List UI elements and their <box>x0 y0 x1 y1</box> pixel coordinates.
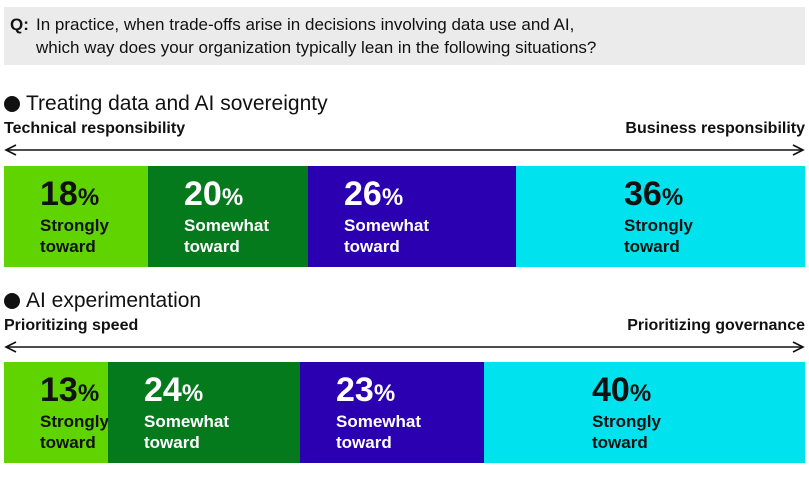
segment-category-line-2: toward <box>344 237 400 256</box>
segment-category-line-2: toward <box>40 237 96 256</box>
question-row-2: which way does your organization typical… <box>10 36 795 59</box>
percent-symbol: % <box>381 184 404 211</box>
segment-category-line-1: Strongly <box>624 216 693 235</box>
segment-value-label: 20% <box>184 177 243 215</box>
stacked-bar: 13% Strongly toward 24% Somewhat toward 23% Som… <box>4 362 805 463</box>
left-end-label: Technical responsibility <box>4 120 186 137</box>
segment-category-line-2: toward <box>40 433 96 452</box>
chart-title: AI experimentation <box>4 289 805 313</box>
percent-symbol: % <box>181 380 204 407</box>
percent-symbol: % <box>661 184 684 211</box>
segment-category-label: Strongly toward <box>624 215 734 257</box>
segment-category-line-1: Somewhat <box>144 412 230 431</box>
segment-value: 20 <box>184 175 222 213</box>
question-indent <box>10 36 36 59</box>
segment-category-line-1: Strongly <box>40 412 109 431</box>
segment-category-line-1: Somewhat <box>336 412 422 431</box>
bullet-icon <box>4 293 20 309</box>
double-arrow-icon <box>4 144 805 156</box>
segment-category-label: Somewhat toward <box>184 215 294 257</box>
segment-category-line-1: Strongly <box>40 216 109 235</box>
right-end-label: Prioritizing governance <box>627 317 805 334</box>
segment-value-label: 18% <box>40 177 99 215</box>
segment-category-label: Strongly toward <box>592 411 702 453</box>
segment-value-label: 36% <box>624 177 683 215</box>
segment-category-label: Somewhat toward <box>336 411 446 453</box>
percent-symbol: % <box>373 380 396 407</box>
segment-somewhat-right: 26% Somewhat toward <box>308 166 516 267</box>
segment-value-label: 26% <box>344 177 403 215</box>
segment-category-label: Somewhat toward <box>144 411 254 453</box>
segment-somewhat-right: 23% Somewhat toward <box>300 362 484 463</box>
question-row-1: Q: In practice, when trade-offs arise in… <box>10 13 795 36</box>
chart-section-experimentation: AI experimentation Prioritizing speed Pr… <box>4 289 805 353</box>
chart-title: Treating data and AI sovereignty <box>4 92 805 116</box>
segment-category-line-2: toward <box>184 237 240 256</box>
segment-category-label: Somewhat toward <box>344 215 454 257</box>
segment-value-label: 40% <box>592 373 651 411</box>
percent-symbol: % <box>629 380 652 407</box>
segment-value: 18 <box>40 175 78 213</box>
segment-somewhat-left: 24% Somewhat toward <box>108 362 300 463</box>
segment-value-label: 13% <box>40 373 99 411</box>
segment-category-line-2: toward <box>592 433 648 452</box>
scale-ends: Technical responsibility Business respon… <box>4 117 805 141</box>
percent-symbol: % <box>77 184 100 211</box>
segment-value: 23 <box>336 371 374 409</box>
question-label: Q: <box>10 15 29 34</box>
segment-category-label: Strongly toward <box>40 215 150 257</box>
segment-value: 36 <box>624 175 662 213</box>
segment-value: 40 <box>592 371 630 409</box>
question-text-line-1: In practice, when trade-offs arise in de… <box>36 15 575 34</box>
left-end-label: Prioritizing speed <box>4 317 139 334</box>
segment-category-line-2: toward <box>144 433 200 452</box>
segment-strongly-left: 13% Strongly toward <box>4 362 109 463</box>
percent-symbol: % <box>221 184 244 211</box>
segment-category-line-1: Somewhat <box>184 216 270 235</box>
segment-value-label: 24% <box>144 373 203 411</box>
segment-category-line-1: Strongly <box>592 412 661 431</box>
chart-title-text: AI experimentation <box>26 289 202 312</box>
percent-symbol: % <box>77 380 100 407</box>
segment-value: 13 <box>40 371 78 409</box>
chart-title-text: Treating data and AI sovereignty <box>26 92 328 115</box>
question-box: Q: In practice, when trade-offs arise in… <box>4 7 805 65</box>
segment-somewhat-left: 20% Somewhat toward <box>148 166 308 267</box>
bullet-icon <box>4 96 20 112</box>
segment-value: 24 <box>144 371 182 409</box>
segment-category-line-2: toward <box>624 237 680 256</box>
segment-category-line-1: Somewhat <box>344 216 430 235</box>
scale-ends: Prioritizing speed Prioritizing governan… <box>4 314 805 338</box>
segment-strongly-right: 40% Strongly toward <box>484 362 805 463</box>
right-end-label: Business responsibility <box>625 120 805 137</box>
stacked-bar: 18% Strongly toward 20% Somewhat toward 26% Som… <box>4 166 805 267</box>
question-text-line-2: which way does your organization typical… <box>36 38 597 57</box>
segment-strongly-left: 18% Strongly toward <box>4 166 148 267</box>
double-arrow-icon <box>4 341 805 353</box>
segment-strongly-right: 36% Strongly toward <box>516 166 805 267</box>
segment-value: 26 <box>344 175 382 213</box>
segment-category-line-2: toward <box>336 433 392 452</box>
chart-section-sovereignty: Treating data and AI sovereignty Technic… <box>4 92 805 156</box>
segment-value-label: 23% <box>336 373 395 411</box>
segment-category-label: Strongly toward <box>40 411 150 453</box>
